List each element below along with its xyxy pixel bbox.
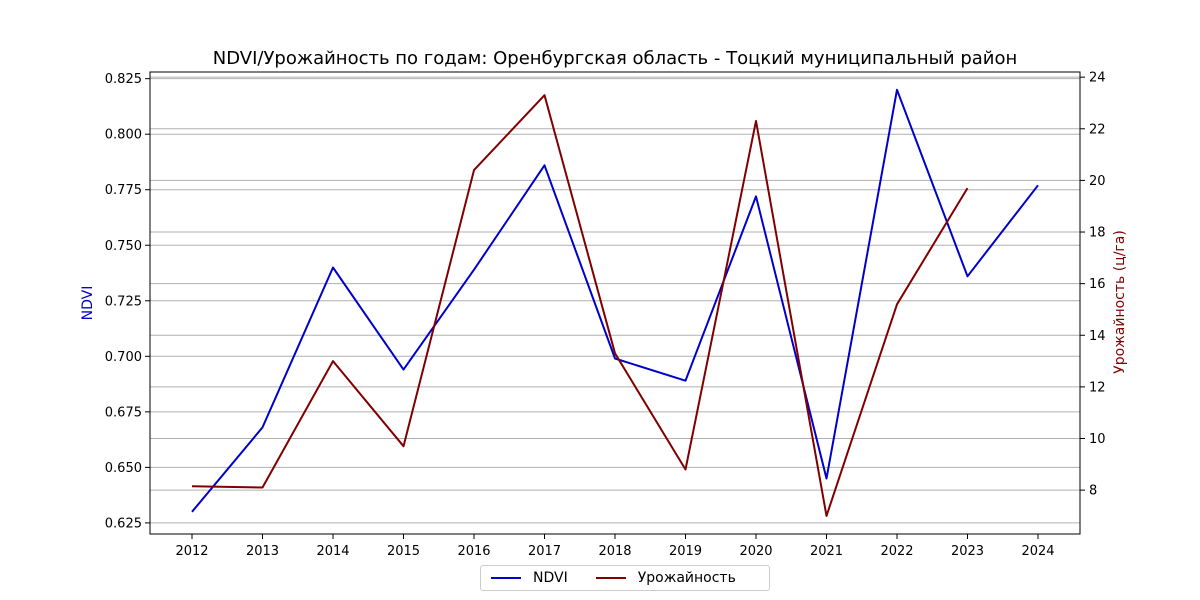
legend-label-ndvi: NDVI (533, 570, 568, 586)
x-tick-label: 2024 (1021, 544, 1054, 559)
x-tick-label: 2012 (175, 544, 208, 559)
y-right-tick-label: 16 (1089, 277, 1106, 292)
x-tick-label: 2018 (598, 544, 631, 559)
chart-title: NDVI/Урожайность по годам: Оренбургская … (213, 48, 1018, 69)
y-left-tick-label: 0.775 (105, 183, 142, 198)
y-right-tick-label: 8 (1089, 484, 1097, 499)
grid (150, 76, 1080, 524)
series-layer (191, 88, 1039, 517)
y-left-tick-label: 0.650 (105, 461, 142, 476)
y-right-tick-label: 20 (1089, 174, 1106, 189)
y-right-tick-label: 22 (1089, 122, 1106, 137)
y-right-tick-label: 24 (1089, 71, 1106, 86)
legend-swatch-ndvi (491, 577, 521, 579)
x-tick-label: 2020 (739, 544, 772, 559)
y-left-tick-label: 0.700 (105, 350, 142, 365)
y-right-tick-label: 18 (1089, 226, 1106, 241)
x-tick-label: 2021 (810, 544, 843, 559)
legend: NDVI Урожайность (480, 565, 770, 591)
x-tick-label: 2023 (951, 544, 984, 559)
series-line-1 (191, 94, 969, 517)
x-tick-label: 2013 (246, 544, 279, 559)
legend-swatch-yield (595, 577, 626, 579)
y-left-tick-label: 0.625 (105, 516, 142, 531)
x-tick-label: 2019 (669, 544, 702, 559)
x-tick-label: 2017 (528, 544, 561, 559)
y-axis-label-right: Урожайность (ц/га) (1112, 230, 1128, 374)
x-tick-label: 2014 (316, 544, 349, 559)
y-left-tick-label: 0.675 (105, 405, 142, 420)
legend-label-yield: Урожайность (637, 570, 736, 586)
x-tick-label: 2015 (387, 544, 420, 559)
legend-item-yield: Урожайность (595, 570, 736, 586)
ticks: 0.625 0.650 0.675 0.700 0.725 0.750 0.775 0.800… (105, 71, 1106, 559)
y-axis-label-left: NDVI (80, 286, 96, 321)
plot-frame (149, 71, 1081, 535)
x-tick-label: 2016 (457, 544, 490, 559)
x-tick-label: 2022 (880, 544, 913, 559)
y-left-tick-label: 0.750 (105, 239, 142, 254)
y-left-tick-label: 0.825 (105, 72, 142, 87)
y-left-tick-label: 0.800 (105, 128, 142, 143)
y-right-tick-label: 12 (1089, 380, 1106, 395)
y-left-tick-label: 0.725 (105, 294, 142, 309)
y-right-tick-label: 10 (1089, 432, 1106, 447)
legend-item-ndvi: NDVI (491, 570, 568, 586)
y-right-tick-label: 14 (1089, 329, 1106, 344)
